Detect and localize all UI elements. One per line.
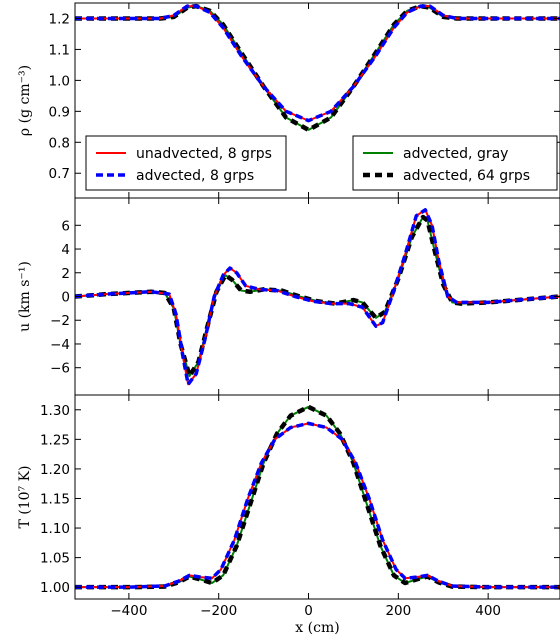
ytick-label-temperature: 1.05 bbox=[40, 551, 70, 567]
axes-frame-temperature bbox=[74, 394, 560, 600]
series-group-velocity bbox=[75, 208, 560, 387]
ytick-label-density: 0.7 bbox=[49, 166, 70, 182]
xtick-label: −400 bbox=[110, 603, 147, 619]
series-line-adv8-temperature bbox=[75, 421, 560, 589]
ylabel-velocity: u (km s⁻¹) bbox=[17, 261, 33, 332]
legend-lower-left: unadvected, 8 grps advected, 8 grps bbox=[85, 135, 287, 191]
ytick-label-density: 0.9 bbox=[49, 104, 70, 120]
ylabel-temperature: T (10⁷ K) bbox=[17, 465, 33, 528]
panel-density: 0.7 0.8 0.9 1.0 1.1 1.2 ρ (g cm⁻³) unadvected, … bbox=[17, 2, 560, 199]
series-line-gray-density bbox=[75, 5, 560, 131]
legend-label-unadv8: unadvected, 8 grps bbox=[136, 146, 272, 162]
legend-label-adv8: advected, 8 grps bbox=[136, 168, 254, 184]
ytick-label-velocity: −6 bbox=[50, 361, 70, 377]
ytick-label-temperature: 1.10 bbox=[40, 521, 70, 537]
series-line-gray-temperature bbox=[75, 405, 560, 589]
panel-velocity: −6 −4 −2 0 2 4 6 u (km s⁻¹) bbox=[17, 197, 560, 396]
series-line-gray-velocity bbox=[75, 215, 560, 378]
ytick-label-temperature: 1.15 bbox=[40, 491, 70, 507]
legend-box bbox=[85, 135, 287, 191]
series-line-adv64-temperature bbox=[75, 404, 560, 590]
ytick-label-velocity: −2 bbox=[50, 313, 70, 329]
ytick-label-density: 1.1 bbox=[49, 42, 70, 58]
ytick-label-temperature: 1.20 bbox=[40, 462, 70, 478]
series-group-temperature bbox=[75, 404, 560, 590]
ytick-label-velocity: 4 bbox=[61, 242, 70, 258]
xlabel: x (cm) bbox=[295, 620, 339, 636]
ytick-label-temperature: 1.00 bbox=[40, 580, 70, 596]
series-line-unadv8-density bbox=[75, 5, 560, 122]
series-line-adv8-velocity bbox=[75, 208, 560, 387]
xtick-label: 0 bbox=[304, 603, 313, 619]
ytick-label-temperature: 1.25 bbox=[40, 432, 70, 448]
ylabel-density: ρ (g cm⁻³) bbox=[17, 65, 33, 136]
series-line-unadv8-velocity bbox=[75, 208, 560, 386]
series-line-adv8-density bbox=[75, 4, 560, 123]
ytick-label-velocity: 2 bbox=[61, 266, 70, 282]
series-line-adv64-velocity bbox=[75, 214, 560, 379]
ytick-label-velocity: 6 bbox=[61, 218, 70, 234]
series-group-density bbox=[75, 3, 560, 133]
panel-temperature: 1.00 1.05 1.10 1.15 1.20 1.25 1.30 −400 −200 0 200… bbox=[17, 394, 560, 636]
legend-label-adv64: advected, 64 grps bbox=[403, 168, 530, 184]
ytick-label-density: 1.0 bbox=[49, 73, 70, 89]
series-line-unadv8-temperature bbox=[75, 422, 560, 589]
ytick-label-velocity: −4 bbox=[50, 337, 70, 353]
legend-label-gray: advected, gray bbox=[403, 146, 508, 162]
xtick-label: −200 bbox=[200, 603, 237, 619]
series-line-adv64-density bbox=[75, 3, 560, 133]
ytick-label-density: 0.8 bbox=[49, 135, 70, 151]
xtick-label: 400 bbox=[475, 603, 501, 619]
ytick-label-velocity: 0 bbox=[61, 290, 70, 306]
legend-lower-right: advected, gray advected, 64 grps bbox=[352, 135, 558, 191]
axes-frame-velocity bbox=[74, 197, 560, 396]
xtick-label: 200 bbox=[385, 603, 411, 619]
ytick-label-temperature: 1.30 bbox=[40, 403, 70, 419]
ytick-label-density: 1.2 bbox=[49, 11, 70, 27]
legend-box bbox=[352, 135, 558, 191]
